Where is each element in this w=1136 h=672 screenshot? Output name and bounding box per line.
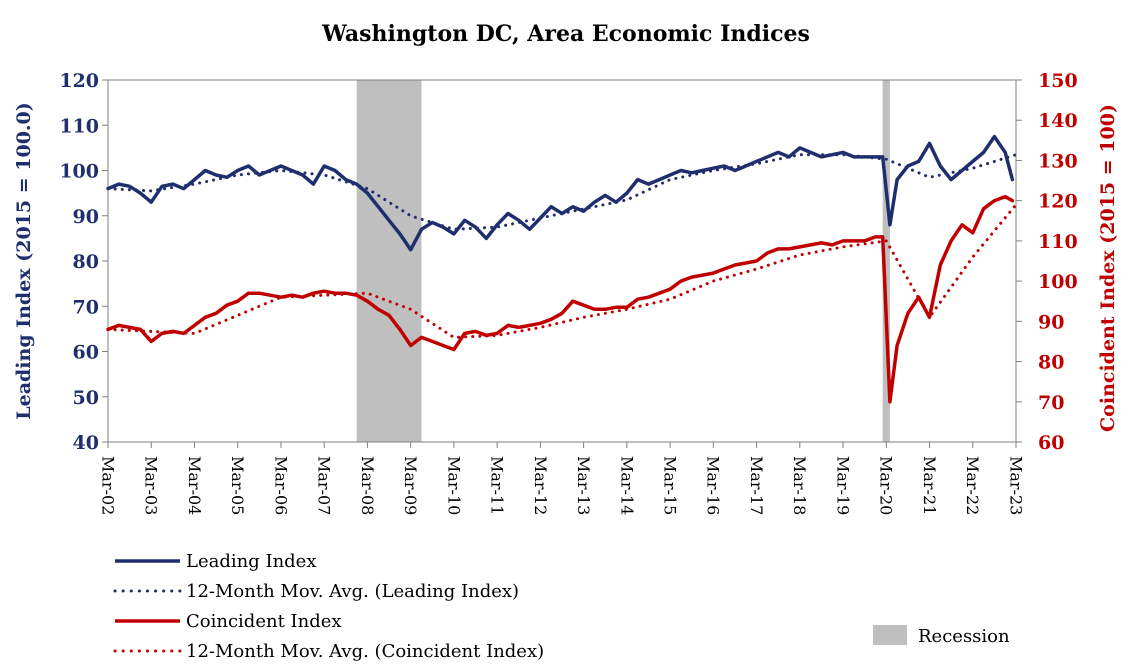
- right-axis-ticks: 60 70 80 90 100 110 120 130 140 150: [1016, 70, 1078, 454]
- legend-label-12-month-mov-avg-coincident-index: 12-Month Mov. Avg. (Coincident Index): [186, 641, 544, 662]
- left-tick-label-110: 110: [59, 115, 99, 137]
- legend-label-12-month-mov-avg-leading-index: 12-Month Mov. Avg. (Leading Index): [186, 581, 519, 602]
- x-tick-label-Mar-02: Mar-02: [98, 456, 117, 515]
- x-tick-label-Mar-18: Mar-18: [790, 456, 809, 515]
- right-tick-label-60: 60: [1038, 432, 1064, 454]
- x-tick-label-Mar-05: Mar-05: [228, 456, 247, 515]
- right-tick-label-130: 130: [1038, 150, 1078, 172]
- left-tick-label-50: 50: [73, 387, 99, 409]
- right-tick-label-110: 110: [1038, 231, 1078, 253]
- legend: Leading Index 12-Month Mov. Avg. (Leading…: [113, 551, 1010, 662]
- legend-label-leading-index: Leading Index: [186, 551, 316, 572]
- x-tick-label-Mar-19: Mar-19: [833, 456, 852, 515]
- x-tick-label-Mar-15: Mar-15: [660, 456, 679, 515]
- left-axis-label: Leading Index (2015 = 100.0): [13, 102, 35, 420]
- x-tick-label-Mar-14: Mar-14: [617, 456, 636, 515]
- right-tick-label-100: 100: [1038, 271, 1078, 293]
- x-tick-label-Mar-13: Mar-13: [574, 456, 593, 515]
- x-tick-label-Mar-21: Mar-21: [920, 456, 939, 515]
- x-tick-label-Mar-08: Mar-08: [358, 456, 377, 515]
- x-tick-label-Mar-10: Mar-10: [444, 456, 463, 515]
- legend-label-coincident-index: Coincident Index: [186, 611, 342, 632]
- left-tick-label-40: 40: [73, 432, 99, 454]
- recession-bands: [356, 80, 890, 442]
- x-tick-label-Mar-07: Mar-07: [315, 456, 334, 515]
- right-tick-label-150: 150: [1038, 70, 1078, 92]
- x-tick-label-Mar-03: Mar-03: [142, 456, 161, 515]
- x-tick-label-Mar-22: Mar-22: [963, 456, 982, 515]
- right-tick-label-120: 120: [1038, 191, 1078, 213]
- x-tick-label-Mar-23: Mar-23: [1006, 456, 1025, 515]
- right-tick-label-90: 90: [1038, 311, 1064, 333]
- x-tick-label-Mar-12: Mar-12: [531, 456, 550, 515]
- chart-title: Washington DC, Area Economic Indices: [321, 21, 810, 47]
- x-tick-label-Mar-11: Mar-11: [488, 456, 507, 515]
- right-tick-label-80: 80: [1038, 352, 1064, 374]
- x-tick-label-Mar-16: Mar-16: [704, 456, 723, 515]
- right-axis-label: Coincident Index (2015 = 100): [1097, 104, 1119, 432]
- x-tick-label-Mar-17: Mar-17: [747, 456, 766, 515]
- legend-swatch-recession: [873, 625, 907, 645]
- x-tick-label-Mar-20: Mar-20: [877, 456, 896, 515]
- right-tick-label-140: 140: [1038, 110, 1078, 132]
- series-lines: [106, 134, 1018, 404]
- series-12-month-mov-avg-leading-index: [106, 153, 1018, 231]
- x-tick-label-Mar-06: Mar-06: [271, 456, 290, 515]
- series-coincident-index: [106, 194, 1015, 404]
- x-tick-label-Mar-04: Mar-04: [185, 456, 204, 515]
- left-tick-label-60: 60: [73, 342, 99, 364]
- left-tick-label-80: 80: [73, 251, 99, 273]
- recession-band-2: [882, 80, 890, 442]
- recession-band-1: [356, 80, 422, 442]
- series-leading-index: [106, 134, 1015, 252]
- left-tick-label-70: 70: [73, 296, 99, 318]
- left-tick-label-90: 90: [73, 206, 99, 228]
- left-tick-label-100: 100: [59, 161, 99, 183]
- left-axis-ticks: 40 50 60 70 80 90 100 110 120: [59, 70, 108, 454]
- right-tick-label-70: 70: [1038, 392, 1064, 414]
- left-tick-label-120: 120: [59, 70, 99, 92]
- x-axis-ticks: Mar-02 Mar-03 Mar-04 Mar-05 Mar-06 Mar-07 Mar-…: [98, 442, 1025, 515]
- plot-area: [107, 79, 1017, 443]
- legend-label-recession: Recession: [918, 626, 1010, 647]
- series-12-month-mov-avg-coincident-index: [106, 203, 1018, 339]
- x-tick-label-Mar-09: Mar-09: [401, 456, 420, 515]
